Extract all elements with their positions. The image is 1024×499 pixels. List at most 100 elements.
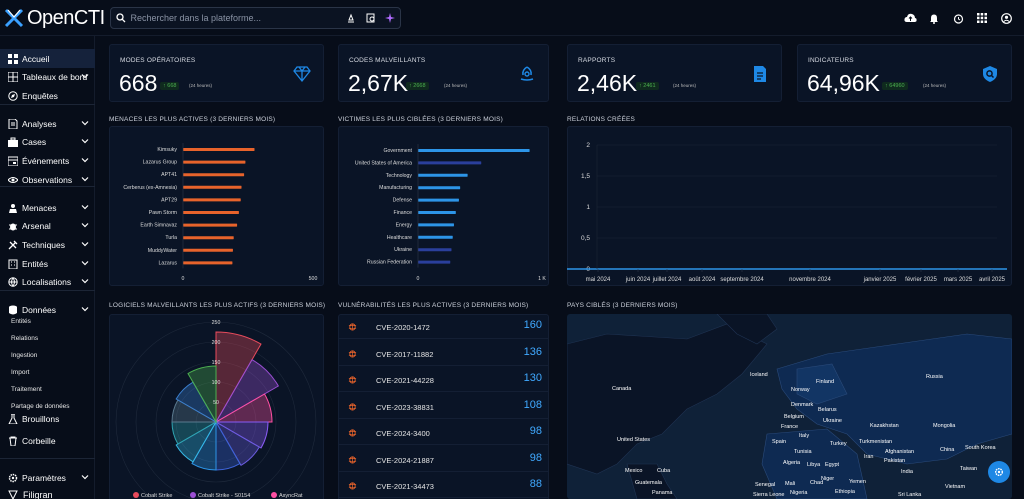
search-input[interactable] (130, 13, 324, 23)
threat-bar[interactable] (183, 185, 242, 189)
vuln-row[interactable]: CVE-2023-38831 108 (339, 394, 549, 419)
victim-bar[interactable] (418, 235, 453, 239)
sidebar-subitem[interactable]: Relations (11, 335, 39, 342)
alarm-clock-icon[interactable] (950, 10, 966, 26)
sidebar: Accueil Tableaux de bord Enquêtes Analyses C… (0, 36, 95, 499)
bulk-search-icon[interactable] (344, 10, 359, 26)
victim-bar[interactable] (418, 248, 452, 252)
world-map[interactable]: Iceland Finland Russia Canada Norway Denmark B… (567, 314, 1012, 499)
search-file-icon[interactable] (363, 10, 378, 26)
report-icon (754, 66, 766, 82)
kpi-card[interactable]: CODES MALVEILLANTS 2,67K ↑ 2668 (24 heures) (338, 44, 549, 102)
sidebar-item-cases[interactable]: Cases (0, 132, 95, 151)
search-bar[interactable] (110, 7, 401, 29)
polar-slice[interactable] (191, 420, 217, 471)
vuln-row[interactable]: CVE-2024-21887 98 (339, 447, 549, 472)
sidebar-subitem[interactable]: Entités (11, 318, 31, 325)
gear-icon (995, 468, 1003, 476)
victim-bar[interactable] (418, 211, 456, 214)
vuln-row[interactable]: CVE-2024-3400 98 (339, 420, 549, 445)
map-country-label: South Korea (965, 445, 996, 451)
sidebar-item-donnees[interactable]: Données (0, 300, 95, 319)
threat-bar[interactable] (183, 173, 245, 177)
flask-icon (8, 413, 18, 424)
settings-fab-button[interactable] (988, 461, 1010, 483)
sidebar-item-enquetes[interactable]: Enquêtes (0, 86, 95, 105)
map-country-label: Chad (810, 480, 824, 486)
threat-category-label: MuddyWater (148, 248, 177, 254)
victim-category-label: Healthcare (387, 235, 412, 241)
sidebar-item-arsenal[interactable]: Arsenal (0, 216, 95, 235)
vuln-row[interactable]: CVE-2021-34473 88 (339, 473, 549, 498)
victim-bar[interactable] (418, 173, 468, 177)
sidebar-item-analyses[interactable]: Analyses (0, 114, 95, 133)
threat-bar[interactable] (183, 148, 255, 151)
sidebar-item-brouillons[interactable]: Brouillons (0, 409, 95, 428)
victim-bar[interactable] (418, 198, 459, 202)
polar-slice[interactable] (214, 421, 269, 449)
sidebar-subitem[interactable]: Import (11, 369, 30, 376)
vuln-row[interactable]: CVE-2021-44228 130 (339, 367, 549, 392)
map-country-label: Tunisia (794, 449, 812, 455)
kpi-card[interactable]: RAPPORTS 2,46K ↑ 2461 (24 heures) (567, 44, 782, 102)
apps-grid-icon[interactable] (974, 10, 990, 26)
sidebar-item-corbeille[interactable]: Corbeille (0, 431, 95, 450)
threat-bar[interactable] (183, 160, 246, 164)
victim-bar[interactable] (418, 223, 454, 227)
sidebar-item-accueil[interactable]: Accueil (0, 49, 95, 68)
vuln-name: CVE-2024-21887 (376, 455, 434, 465)
polar-slice[interactable] (214, 420, 260, 466)
sidebar-item-localisations[interactable]: Localisations (0, 272, 95, 291)
polar-slice[interactable] (214, 393, 273, 423)
polar-slice[interactable] (215, 331, 262, 424)
legend-label[interactable]: Cobalt Strike (141, 493, 173, 499)
sidebar-item-tableaux[interactable]: Tableaux de bord (0, 67, 95, 86)
sidebar-item-entites[interactable]: Entités (0, 254, 95, 273)
user-account-icon[interactable] (998, 10, 1014, 26)
vuln-count: 130 (523, 372, 542, 384)
ai-sparkle-icon[interactable] (383, 10, 398, 26)
map-country-label: Vietnam (945, 484, 966, 490)
threat-bar[interactable] (183, 236, 234, 240)
map-country-label: Algeria (783, 460, 801, 466)
threat-bar[interactable] (183, 211, 239, 214)
sidebar-item-menaces[interactable]: Menaces (0, 198, 95, 217)
threat-bar[interactable] (183, 261, 233, 265)
threat-bar[interactable] (183, 248, 233, 252)
sidebar-item-observations[interactable]: Observations (0, 170, 95, 189)
legend-label[interactable]: AsyncRat (279, 493, 303, 499)
malware-polar-chart: 50 100 150 200 250 Cobalt Strike Cobalt Strike… (115, 320, 317, 499)
bell-icon[interactable] (926, 10, 942, 26)
polar-slice[interactable] (187, 365, 217, 424)
sidebar-subitem[interactable]: Partage de données (11, 403, 70, 410)
relations-xtick-label: février 2025 (905, 277, 937, 283)
sidebar-item-techniques[interactable]: Techniques (0, 235, 95, 254)
kpi-card[interactable]: INDICATEURS 64,96K ↑ 64960 (24 heures) (797, 44, 1012, 102)
vuln-row[interactable]: CVE-2017-11882 136 (339, 341, 549, 366)
threat-bar[interactable] (183, 223, 238, 227)
sidebar-subitem[interactable]: Traitement (11, 386, 42, 393)
polar-slice[interactable] (175, 420, 218, 463)
sidebar-divider (0, 104, 95, 105)
logo[interactable]: OpenCTI (4, 6, 105, 30)
sidebar-item-evenements[interactable]: Événements (0, 151, 95, 170)
victim-bar[interactable] (418, 161, 482, 165)
victim-bar[interactable] (418, 260, 451, 264)
sidebar-item-parametres[interactable]: Paramètres (0, 468, 95, 487)
sidebar-subitem[interactable]: Ingestion (11, 352, 38, 359)
briefcase-icon (8, 137, 18, 147)
kpi-card[interactable]: MODES OPÉRATOIRES 668 ↑ 668 (24 heures) (109, 44, 324, 102)
victim-bar[interactable] (418, 149, 530, 152)
vuln-row[interactable]: CVE-2020-1472 160 (339, 314, 549, 339)
legend-label[interactable]: Cobalt Strike - S0154 (198, 493, 250, 499)
chevron-down-icon (81, 177, 89, 182)
threat-bar[interactable] (183, 198, 241, 202)
polar-slice[interactable] (214, 358, 280, 424)
chevron-down-icon (81, 139, 89, 144)
bug-icon (348, 376, 357, 384)
victim-tick-label: 1 K (538, 276, 546, 282)
cloud-upload-icon[interactable] (902, 10, 918, 26)
map-country-label: Canada (612, 386, 632, 392)
vuln-count: 98 (529, 451, 542, 464)
victim-bar[interactable] (418, 186, 461, 190)
